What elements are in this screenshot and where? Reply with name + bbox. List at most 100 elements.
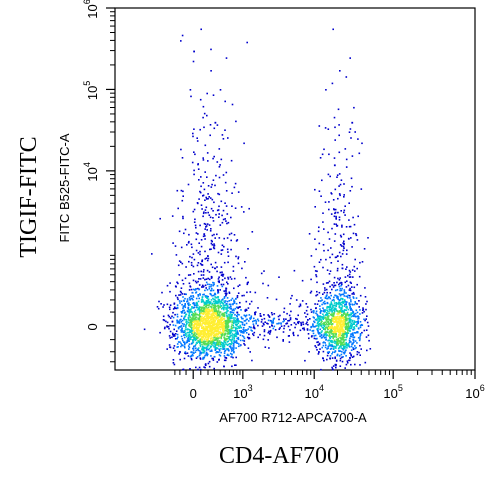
event-dot — [224, 311, 227, 314]
event-dot — [354, 270, 356, 272]
event-dot — [343, 247, 345, 249]
event-dot — [246, 291, 248, 294]
event-dot — [345, 319, 348, 322]
event-dot — [218, 354, 221, 356]
event-dot — [180, 261, 182, 263]
event-dot — [328, 351, 330, 353]
event-dot — [251, 359, 253, 362]
event-dot — [364, 319, 366, 322]
event-dot — [290, 310, 292, 313]
event-dot — [193, 324, 196, 326]
event-dot — [214, 346, 216, 349]
event-dot — [340, 297, 342, 300]
event-dot — [172, 316, 175, 319]
event-dot — [244, 309, 246, 311]
event-dot — [219, 303, 222, 305]
event-dot — [218, 280, 220, 282]
event-dot — [345, 253, 348, 255]
event-dot — [209, 230, 212, 232]
event-dot — [196, 264, 199, 267]
event-dot — [228, 345, 231, 348]
event-dot — [267, 323, 269, 325]
event-dot — [231, 311, 233, 313]
event-dot — [171, 320, 174, 323]
event-dot — [223, 336, 226, 338]
event-dot — [328, 342, 331, 344]
event-dot — [180, 329, 182, 331]
event-dot — [279, 327, 281, 329]
event-dot — [191, 331, 193, 333]
event-dot — [186, 339, 189, 342]
event-dot — [334, 335, 336, 337]
event-dot — [219, 331, 222, 333]
event-dot — [232, 356, 234, 359]
event-dot — [233, 341, 235, 343]
event-dot — [324, 346, 327, 349]
event-dot — [219, 345, 222, 348]
event-dot — [197, 329, 199, 332]
event-dot — [327, 312, 329, 315]
event-dot — [194, 320, 196, 322]
event-dot — [236, 337, 238, 340]
event-dot — [333, 157, 336, 159]
event-dot — [307, 319, 309, 321]
event-dot — [230, 314, 233, 316]
event-dot — [190, 264, 193, 266]
event-dot — [222, 307, 224, 309]
event-dot — [176, 189, 179, 192]
event-dot — [350, 237, 352, 239]
event-dot — [210, 284, 213, 286]
event-dot — [164, 326, 166, 329]
event-dot — [233, 287, 235, 290]
event-dot — [229, 319, 231, 322]
event-dot — [322, 335, 325, 338]
event-dot — [199, 190, 201, 193]
event-dot — [316, 293, 319, 296]
event-dot — [224, 339, 227, 342]
event-dot — [193, 151, 195, 153]
event-dot — [206, 152, 209, 154]
event-dot — [221, 244, 224, 247]
event-dot — [331, 327, 334, 330]
event-dot — [346, 347, 348, 349]
event-dot — [346, 307, 348, 309]
event-dot — [189, 330, 192, 333]
event-dot — [340, 342, 343, 344]
event-dot — [234, 317, 236, 319]
event-dot — [248, 207, 250, 210]
event-dot — [338, 321, 341, 324]
event-dot — [217, 330, 220, 332]
event-dot — [179, 319, 181, 321]
event-dot — [346, 330, 349, 332]
event-dot — [209, 301, 211, 303]
event-dot — [169, 308, 171, 311]
event-dot — [180, 331, 183, 333]
event-dot — [217, 343, 220, 345]
event-dot — [216, 266, 218, 268]
event-dot — [329, 323, 331, 325]
event-dot — [211, 350, 213, 352]
event-dot — [191, 246, 193, 249]
event-dot — [199, 253, 201, 256]
event-dot — [254, 291, 257, 294]
event-dot — [200, 336, 203, 338]
event-dot — [238, 327, 240, 329]
event-dot — [219, 325, 222, 328]
event-dot — [200, 320, 202, 322]
event-dot — [345, 309, 347, 311]
event-dot — [192, 335, 195, 337]
event-dot — [193, 50, 196, 53]
event-dot — [205, 313, 207, 316]
event-dot — [317, 326, 320, 328]
event-dot — [200, 270, 202, 273]
event-dot — [354, 301, 356, 303]
event-dot — [230, 334, 232, 337]
event-dot — [225, 357, 227, 359]
event-dot — [201, 264, 204, 266]
event-dot — [326, 294, 328, 296]
event-dot — [322, 293, 324, 295]
event-dot — [230, 306, 232, 308]
event-dot — [201, 286, 203, 288]
event-dot — [335, 359, 338, 362]
event-dot — [310, 255, 313, 257]
